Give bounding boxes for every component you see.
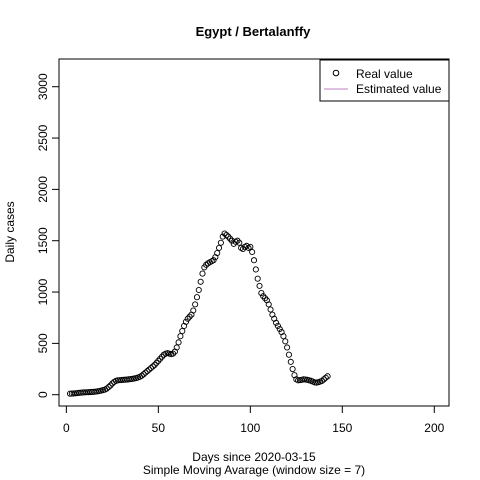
data-point <box>142 369 149 376</box>
data-point <box>261 295 269 302</box>
legend-estimated-label: Estimated value <box>356 82 442 96</box>
data-point <box>217 239 224 246</box>
data-point <box>247 243 254 250</box>
data-point <box>282 338 289 345</box>
x-tick-label: 50 <box>152 421 166 435</box>
data-point <box>239 245 247 252</box>
x-tick-label: 150 <box>332 421 352 435</box>
data-point <box>103 385 110 392</box>
x-axis-label: Days since 2020-03-15 <box>192 450 316 464</box>
chart-title: Egypt / Bertalanffy <box>196 24 312 39</box>
legend-real-marker <box>332 69 340 77</box>
data-point <box>215 244 223 251</box>
data-point <box>153 359 160 366</box>
data-point <box>186 313 193 320</box>
legend-real-label: Real value <box>356 67 413 81</box>
data-point <box>284 344 291 351</box>
data-point <box>199 270 206 277</box>
data-point <box>210 257 217 264</box>
data-point <box>265 301 272 308</box>
data-point <box>177 333 184 340</box>
y-tick-label: 2000 <box>36 176 50 203</box>
data-point <box>214 249 221 257</box>
y-axis: 0 500 1000 1500 2000 2500 3000 <box>36 73 60 398</box>
data-point <box>320 376 327 383</box>
data-point <box>170 350 177 357</box>
data-point <box>190 307 197 314</box>
data-point <box>149 363 156 370</box>
data-point <box>227 235 234 242</box>
data-point <box>158 353 166 360</box>
data-point <box>249 248 256 256</box>
data-point <box>287 358 294 365</box>
y-tick-label: 3000 <box>36 73 50 100</box>
data-point <box>319 377 326 384</box>
data-point <box>280 333 287 340</box>
data-point <box>182 318 189 325</box>
data-point <box>324 373 331 380</box>
data-point <box>236 239 243 246</box>
legend-box <box>319 59 450 102</box>
legend: Real value Estimated value <box>319 59 450 102</box>
data-point <box>230 240 237 247</box>
data-point <box>193 294 201 301</box>
data-point <box>184 315 191 322</box>
data-point <box>258 290 265 297</box>
data-point <box>175 339 182 346</box>
data-point <box>195 286 202 294</box>
data-point <box>252 266 259 273</box>
data-point <box>146 366 153 373</box>
x-tick-label: 0 <box>63 421 70 435</box>
chart-subtitle: Simple Moving Avarage (window size = 7) <box>143 463 365 477</box>
y-tick-label: 0 <box>36 391 50 398</box>
data-point <box>254 275 261 282</box>
y-tick-label: 1000 <box>36 278 50 305</box>
data-point <box>276 325 283 333</box>
data-point <box>192 301 199 308</box>
data-point <box>256 282 263 289</box>
y-tick-label: 2500 <box>36 124 50 151</box>
y-tick-label: 500 <box>36 333 50 353</box>
data-point <box>144 368 151 375</box>
data-point <box>267 306 274 313</box>
data-point <box>250 257 258 264</box>
data-point <box>157 355 164 362</box>
data-point <box>197 278 204 285</box>
data-point <box>260 293 267 300</box>
data-point <box>234 237 241 244</box>
data-point <box>140 371 147 378</box>
data-points <box>66 230 331 397</box>
y-tick-label: 1500 <box>36 227 50 254</box>
data-point <box>179 328 186 335</box>
data-point <box>289 365 296 373</box>
x-tick-label: 100 <box>240 421 260 435</box>
data-point <box>138 372 145 379</box>
data-point <box>285 351 293 358</box>
data-point <box>151 361 158 368</box>
data-point <box>274 322 281 329</box>
data-point <box>243 242 250 249</box>
data-point <box>173 344 180 351</box>
x-tick-label: 200 <box>424 421 444 435</box>
data-point <box>105 383 112 391</box>
data-point <box>221 230 228 237</box>
x-axis: 0 50 100 150 200 <box>63 405 445 435</box>
data-point <box>225 233 232 240</box>
data-point <box>147 364 155 372</box>
data-point <box>322 374 329 381</box>
data-point <box>273 319 280 326</box>
data-point <box>155 357 162 364</box>
data-point <box>107 382 114 389</box>
y-axis-label: Daily cases <box>3 201 17 262</box>
data-point <box>223 232 230 239</box>
